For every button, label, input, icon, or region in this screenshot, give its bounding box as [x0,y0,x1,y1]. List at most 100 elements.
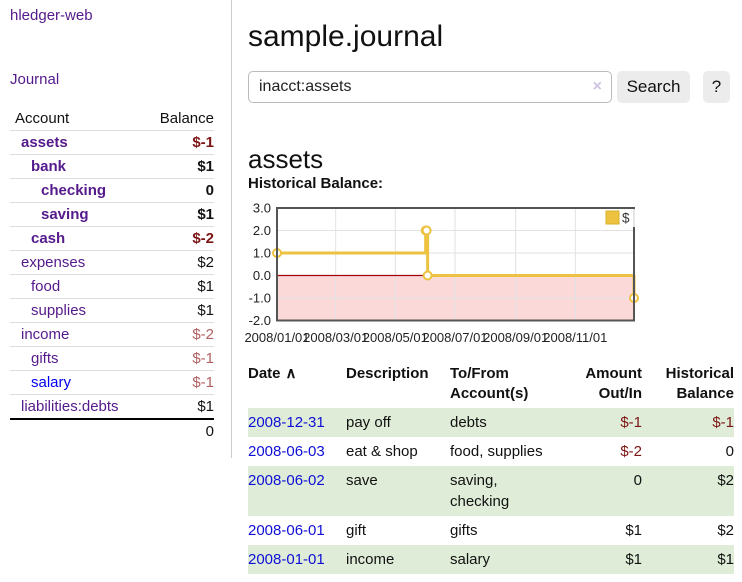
account-balance: $1 [146,202,214,227]
transaction-accounts: salary [450,551,491,568]
svg-text:-1.0: -1.0 [249,291,271,306]
transaction-description: save [346,472,378,489]
account-balance: $1 [146,274,214,299]
account-link-assets[interactable]: assets [21,134,68,151]
account-link-expenses[interactable]: expenses [21,254,86,271]
account-heading: assets [248,143,324,174]
account-link-income[interactable]: income [21,326,70,343]
register-row: 2008-06-02 save saving, checking 0 $2 [248,466,734,516]
svg-text:2008/07/01: 2008/07/01 [422,330,487,345]
account-column-header: Account [15,110,70,127]
account-link-supplies[interactable]: supplies [31,302,87,319]
account-link-saving[interactable]: saving [41,206,89,223]
svg-text:2008/01/01: 2008/01/01 [244,330,309,345]
account-balance: $2 [146,250,214,275]
svg-text:2008/11/01: 2008/11/01 [543,330,607,345]
register-row: 2008-12-31 pay off debts $-1 $-1 [248,408,734,437]
account-row: assets $-1 [10,130,214,155]
search-button[interactable]: Search [617,71,690,103]
svg-text:$: $ [622,211,630,226]
transaction-date-link[interactable]: 2008-12-31 [248,414,325,431]
transaction-balance: $2 [717,472,734,489]
account-balance: $1 [146,154,214,179]
account-row: checking 0 [10,178,214,203]
account-row: liabilities:debts $1 [10,394,214,419]
account-link-cash[interactable]: cash [31,230,66,247]
svg-text:3.0: 3.0 [253,201,271,216]
help-button[interactable]: ? [703,71,730,103]
account-row: cash $-2 [10,226,214,251]
transaction-amount: $-1 [620,414,642,431]
account-row: food $1 [10,274,214,299]
register-row: 2008-01-01 income salary $1 $1 [248,545,734,574]
transaction-date-link[interactable]: 2008-06-03 [248,443,325,460]
account-row: expenses $2 [10,250,214,275]
transaction-description: eat & shop [346,443,418,460]
svg-text:-2.0: -2.0 [249,313,271,328]
account-balance: $-1 [146,130,214,155]
transaction-balance: 0 [725,443,734,460]
account-balance: $-2 [146,322,214,347]
account-row: income $-2 [10,322,214,347]
account-balance: $-2 [146,226,214,251]
accounts-table: Account Balance assets $-1 bank $1 check… [10,107,214,443]
account-row: saving $1 [10,202,214,227]
account-row: gifts $-1 [10,346,214,371]
transaction-amount: $1 [625,551,642,568]
sort-asc-icon: ∧ [285,365,297,382]
clear-search-icon[interactable]: × [592,78,602,95]
accounts-column-header: To/From Account(s) [450,365,529,402]
transaction-description: pay off [346,414,391,431]
account-balance: 0 [146,178,214,203]
transaction-accounts: gifts [450,522,478,539]
transaction-date-link[interactable]: 2008-06-01 [248,522,325,539]
transaction-accounts: food, supplies [450,443,543,460]
transaction-accounts: debts [450,414,487,431]
transaction-description: income [346,551,395,568]
account-balance: $1 [146,394,214,419]
register-row: 2008-06-01 gift gifts $1 $2 [248,516,734,545]
transaction-amount: $-2 [620,443,642,460]
search-input[interactable] [248,71,612,103]
svg-text:2008/05/01: 2008/05/01 [363,330,428,345]
account-link-gifts[interactable]: gifts [31,350,59,367]
svg-text:2.0: 2.0 [253,223,271,238]
transaction-balance: $1 [717,551,734,568]
account-link-liabilities-debts[interactable]: liabilities:debts [21,398,119,415]
register-table: Date ∧ Description To/From Account(s) Amo… [248,362,734,574]
chart-title: Historical Balance: [248,175,384,192]
transaction-date-link[interactable]: 2008-01-01 [248,551,325,568]
account-balance: $-1 [146,346,214,371]
transaction-balance: $2 [717,522,734,539]
svg-text:2008/09/01: 2008/09/01 [483,330,548,345]
account-link-bank[interactable]: bank [31,158,67,175]
amount-column-header: Amount Out/In [585,365,642,402]
account-balance: $-1 [146,370,214,395]
account-link-food[interactable]: food [31,278,61,295]
transaction-description: gift [346,522,367,539]
transaction-date-link[interactable]: 2008-06-02 [248,472,325,489]
transaction-amount: 0 [633,472,642,489]
balance-column-header: Historical Balance [665,365,734,402]
transaction-accounts: saving, checking [450,472,510,510]
account-link-checking[interactable]: checking [41,182,107,199]
register-header-row: Date ∧ Description To/From Account(s) Amo… [248,362,734,408]
account-row: supplies $1 [10,298,214,323]
app-title-link[interactable]: hledger-web [10,7,93,24]
account-link-salary[interactable]: salary [31,374,72,391]
account-balance: $1 [146,298,214,323]
account-row: bank $1 [10,154,214,179]
date-column-header[interactable]: Date ∧ [248,365,297,382]
accounts-total-value: 0 [146,418,214,443]
balance-column-header: Balance [159,110,214,127]
page-title: sample.journal [248,20,444,54]
sidebar-item-journal[interactable]: Journal [10,71,60,88]
svg-text:2008/03/01: 2008/03/01 [303,330,368,345]
accounts-header-row: Account Balance [10,107,214,131]
svg-text:1.0: 1.0 [253,246,271,261]
description-column-header: Description [346,365,429,382]
transaction-balance: $-1 [712,414,734,431]
sidebar: hledger-web Journal Account Balance asse… [0,0,232,458]
svg-text:0.0: 0.0 [253,268,271,283]
transaction-amount: $1 [625,522,642,539]
